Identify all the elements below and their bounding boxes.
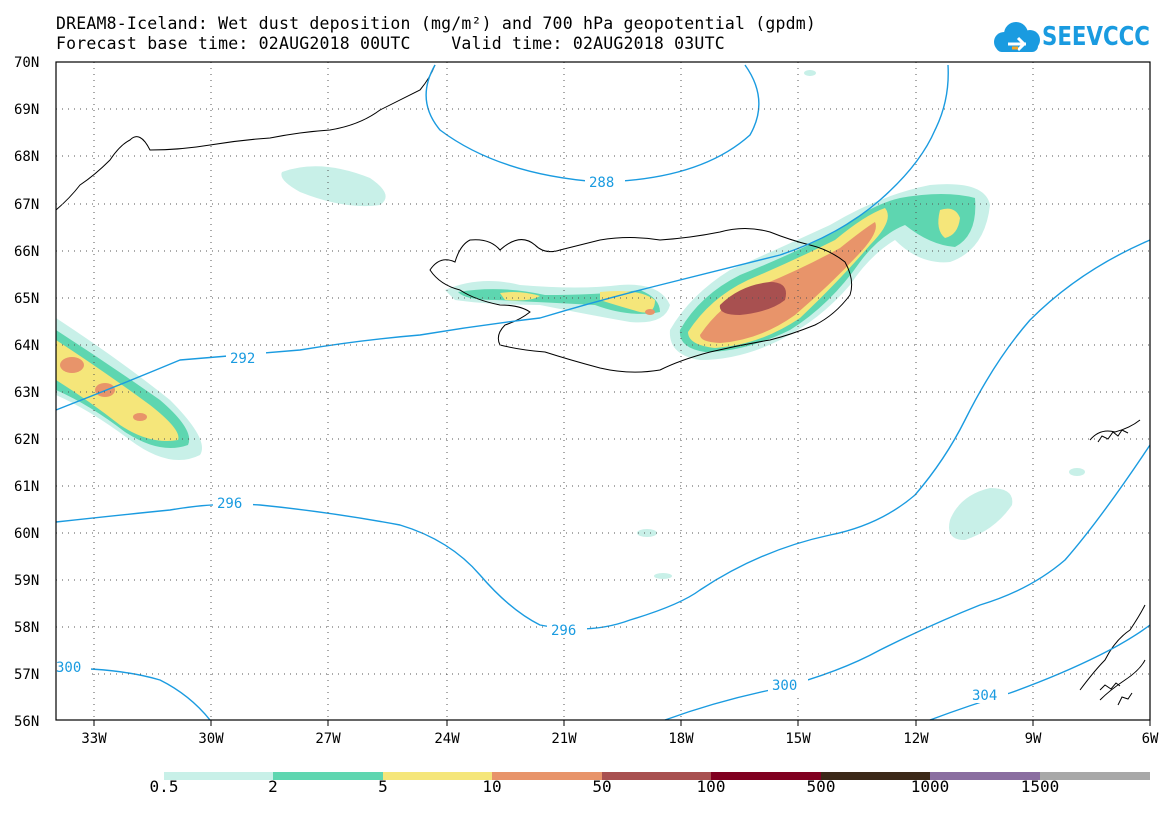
contour-label-300-south: 300: [772, 678, 797, 694]
lon-label: 21W: [551, 731, 577, 747]
lat-label: 56N: [14, 714, 39, 730]
map-frame: [55, 61, 1151, 721]
legend-label: 5: [378, 777, 388, 796]
legend-swatch: [711, 772, 821, 780]
lat-label: 69N: [14, 102, 39, 118]
legend-label: 50: [592, 777, 612, 796]
lon-label: 18W: [668, 731, 694, 747]
lat-label: 65N: [14, 291, 39, 307]
contour-labels: 288 292 296 296 300 300 304: [55, 172, 1008, 704]
lat-label: 67N: [14, 197, 39, 213]
lat-label: 64N: [14, 338, 39, 354]
legend-label: 2: [268, 777, 278, 796]
legend-swatch: [164, 772, 273, 780]
longitude-labels: 33W 30W 27W 24W 21W 18W 15W 12W 9W 6W: [81, 731, 1159, 747]
legend-swatch: [383, 772, 492, 780]
legend-swatch: [492, 772, 602, 780]
lat-label: 58N: [14, 620, 39, 636]
contour-label-300-west: 300: [56, 660, 81, 676]
lon-label: 27W: [315, 731, 341, 747]
contour-label-288: 288: [589, 175, 614, 191]
lon-label: 30W: [198, 731, 224, 747]
latitude-labels: 70N 69N 68N 67N 66N 65N 64N 63N 62N 61N …: [14, 55, 39, 730]
legend-swatch: [930, 772, 1040, 780]
cloud-icon: [994, 22, 1040, 52]
legend-swatch: [602, 772, 711, 780]
legend-label: 1500: [1020, 777, 1060, 796]
legend-label: 0.5: [149, 777, 179, 796]
contour-label-304: 304: [972, 688, 997, 704]
lat-label: 70N: [14, 55, 39, 71]
legend-label: 1000: [910, 777, 950, 796]
contour-label-292: 292: [230, 351, 255, 367]
coastlines: [55, 64, 1146, 706]
lon-label: 33W: [81, 731, 107, 747]
legend-label: 500: [806, 777, 836, 796]
lon-label: 12W: [903, 731, 929, 747]
legend-swatch: [273, 772, 383, 780]
legend-swatch: [821, 772, 930, 780]
lat-label: 57N: [14, 667, 39, 683]
dust-deposition-shading: [56, 70, 1085, 579]
lon-label: 6W: [1142, 731, 1159, 747]
lat-label: 68N: [14, 149, 39, 165]
legend-label: 10: [482, 777, 502, 796]
tick-marks: [93, 720, 1151, 726]
lon-label: 24W: [434, 731, 460, 747]
lat-label: 60N: [14, 526, 39, 542]
contour-label-296-south: 296: [551, 623, 576, 639]
lat-label: 66N: [14, 244, 39, 260]
graticule: [56, 62, 1150, 720]
legend-label: 100: [696, 777, 726, 796]
title-line-2: Forecast base time: 02AUG2018 00UTC Vali…: [56, 34, 725, 53]
logo-text: SEEVCCC: [1042, 22, 1150, 52]
lon-label: 15W: [785, 731, 811, 747]
lat-label: 59N: [14, 573, 39, 589]
legend-swatch: [1040, 772, 1150, 780]
lat-label: 63N: [14, 385, 39, 401]
contour-label-296-west: 296: [217, 496, 242, 512]
title-line-1: DREAM8-Iceland: Wet dust deposition (mg/…: [56, 14, 817, 33]
lat-label: 62N: [14, 432, 39, 448]
lon-label: 9W: [1025, 731, 1042, 747]
lat-label: 61N: [14, 479, 39, 495]
